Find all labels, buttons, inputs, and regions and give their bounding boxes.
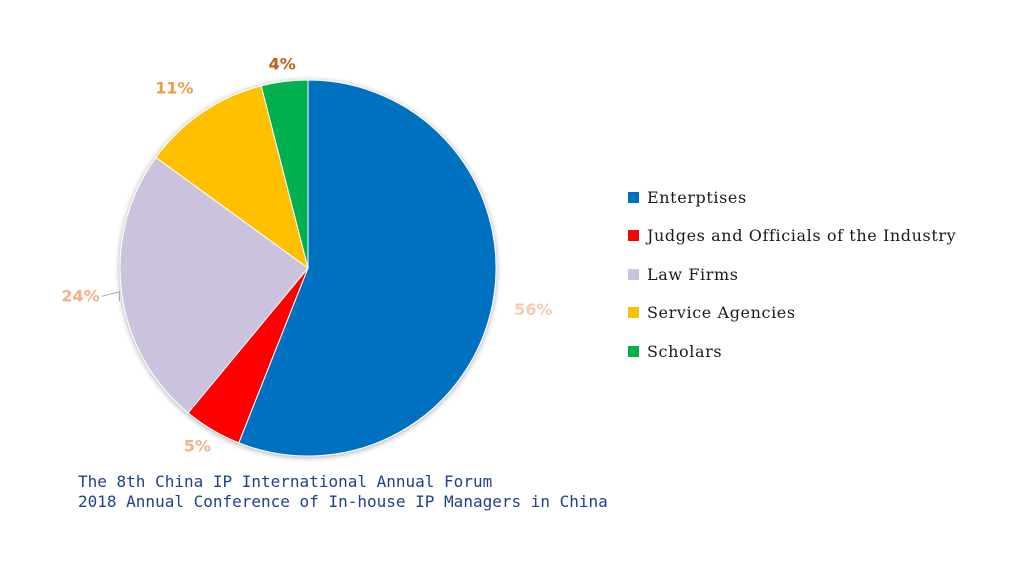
- legend-item-service-agencies: Service Agencies: [628, 294, 956, 333]
- legend-item-law-firms: Law Firms: [628, 255, 956, 294]
- legend-item-scholars: Scholars: [628, 332, 956, 371]
- legend-swatch: [628, 345, 639, 357]
- leader-line-law-firms: [101, 291, 120, 301]
- pie-label-judges-and-officials-of-the-industry: 5%: [184, 436, 211, 455]
- caption-line-2: 2018 Annual Conference of In-house IP Ma…: [78, 492, 608, 511]
- legend-swatch: [628, 307, 639, 319]
- caption: The 8th China IP International Annual Fo…: [78, 472, 608, 512]
- legend-item-judges-officials: Judges and Officials of the Industry: [628, 217, 956, 256]
- legend-item-enterprises: Enterptises: [628, 178, 956, 217]
- legend-swatch: [628, 268, 639, 280]
- label-leaders: [101, 291, 120, 301]
- pie-slice-scholars: [260, 79, 309, 269]
- legend-label: Enterptises: [647, 187, 747, 207]
- pie-slice-service-agencies: [155, 85, 309, 270]
- legend-label: Law Firms: [647, 264, 739, 284]
- pie-label-service-agencies: 11%: [155, 79, 193, 98]
- caption-line-1: The 8th China IP International Annual Fo…: [78, 472, 493, 491]
- legend-label: Service Agencies: [647, 303, 796, 323]
- legend-label: Judges and Officials of the Industry: [647, 226, 957, 246]
- legend-swatch: [628, 191, 639, 203]
- pie-label-law-firms: 24%: [61, 286, 99, 305]
- pie-label-enterptises: 56%: [514, 300, 552, 319]
- pie-slices: [119, 79, 497, 457]
- pie-slice-enterptises: [238, 79, 497, 457]
- legend-label: Scholars: [647, 341, 723, 361]
- legend: Enterptises Judges and Officials of the …: [628, 178, 956, 371]
- pie-slice-law-firms: [119, 156, 309, 414]
- pie-labels: 56% 5% 24% 11% 4%: [61, 55, 552, 456]
- legend-swatch: [628, 230, 639, 242]
- pie-label-scholars: 4%: [269, 55, 296, 74]
